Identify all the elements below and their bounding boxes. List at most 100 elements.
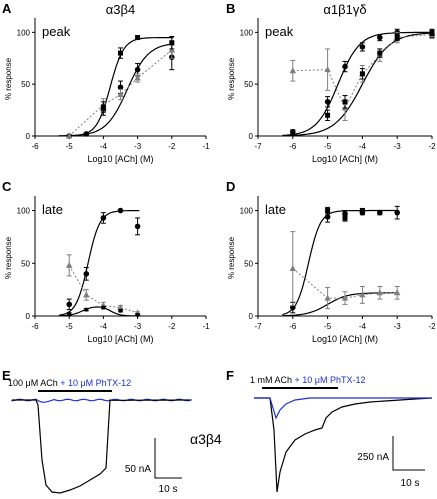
data-point [289, 265, 296, 272]
x-tick-label: -2 [428, 142, 436, 151]
panel-letter: C [2, 179, 12, 194]
panel-letter: F [226, 368, 234, 383]
y-tick-label: 0 [249, 312, 254, 321]
blue-trace [11, 398, 193, 403]
data-point [66, 261, 73, 268]
data-point [342, 215, 348, 221]
data-point [324, 66, 331, 73]
data-point [83, 131, 90, 137]
y-tick-label: 100 [17, 28, 31, 37]
x-tick-label: -6 [289, 322, 297, 331]
x-tick-label: -5 [66, 322, 74, 331]
data-point [376, 289, 383, 296]
data-point [342, 99, 348, 105]
fit-curve [58, 37, 174, 137]
y-axis-label: % response [4, 57, 13, 100]
y-tick-label: 100 [17, 207, 31, 216]
blue-trace-label: + 10 μM PhTX-12 [292, 375, 365, 385]
blue-trace [254, 397, 432, 420]
data-point [117, 91, 124, 98]
data-point [100, 215, 107, 221]
fit-curve [58, 210, 140, 316]
x-tick-label: -3 [394, 142, 402, 151]
data-point [359, 71, 365, 77]
x-tick-label: -6 [31, 142, 39, 151]
data-point [118, 308, 123, 313]
panel-letter: A [2, 1, 12, 16]
x-tick-label: -5 [324, 142, 332, 151]
x-tick-label: -4 [100, 322, 108, 331]
x-tick-label: -2 [168, 142, 176, 151]
panel-letter: E [2, 368, 11, 383]
x-axis-label: Log10 [ACh] (M) [312, 334, 378, 344]
x-tick-label: -6 [31, 322, 39, 331]
black-trace [254, 397, 433, 493]
x-tick-label: -7 [254, 142, 262, 151]
data-point [341, 294, 349, 301]
data-point [377, 34, 383, 41]
black-trace [12, 399, 190, 494]
series-line [68, 49, 173, 137]
x-tick-label: -1 [202, 142, 210, 151]
data-point [429, 29, 435, 35]
series-line [292, 268, 398, 299]
data-point [168, 46, 175, 53]
x-tick-label: -4 [359, 142, 367, 151]
y-tick-label: 0 [26, 132, 31, 141]
y-tick-label: 50 [21, 259, 30, 268]
y-tick-label: 100 [240, 207, 254, 216]
scale-amplitude-label: 250 nA [357, 452, 389, 463]
y-tick-label: 50 [244, 80, 253, 89]
data-point [117, 207, 124, 214]
x-tick-label: -7 [254, 322, 262, 331]
y-tick-label: 0 [249, 132, 254, 141]
data-point [325, 208, 331, 214]
data-point [342, 63, 348, 70]
data-point [169, 40, 175, 46]
data-point [135, 35, 141, 41]
data-point [101, 305, 106, 310]
trace-label: 100 μM ACh + 10 μM PhTX-12 [8, 378, 131, 388]
data-point [134, 74, 141, 81]
panel-letter: D [226, 179, 235, 194]
panel-f: α3β4 F 1 mM ACh + 10 μM PhTX-12 250 nA 10 s [190, 368, 433, 493]
x-tick-label: -1 [202, 322, 210, 331]
x-axis-label: Log10 [ACh] (M) [87, 154, 153, 164]
x-tick-label: -4 [100, 142, 108, 151]
data-point [84, 307, 89, 312]
x-tick-label: -3 [134, 142, 142, 151]
x-tick-label: -5 [66, 142, 74, 151]
data-point [290, 304, 296, 311]
data-point [324, 99, 331, 105]
x-tick-label: -3 [134, 322, 142, 331]
blue-trace-label: + 10 μM PhTX-12 [58, 378, 131, 388]
panel-title: α3β4 [106, 2, 135, 17]
data-point [134, 223, 141, 230]
scale-amplitude-label: 50 nA [125, 464, 151, 475]
data-point [66, 132, 73, 139]
trace-label: 1 mM ACh + 10 μM PhTX-12 [250, 375, 365, 385]
data-point [289, 67, 296, 74]
panel-letter: B [226, 1, 235, 16]
x-tick-label: -6 [289, 142, 297, 151]
data-point [117, 304, 124, 311]
data-point [83, 271, 90, 277]
scale-time-label: 10 s [159, 484, 178, 495]
condition-label: late [42, 202, 63, 217]
data-point [325, 112, 331, 118]
data-point [66, 301, 72, 308]
fit-curve [58, 306, 140, 317]
data-point [324, 294, 331, 301]
y-axis-label: % response [227, 57, 236, 100]
data-point [117, 84, 124, 91]
y-tick-label: 50 [244, 259, 253, 268]
receptor-label: α3β4 [190, 431, 222, 447]
black-trace-label: 100 μM ACh [8, 378, 58, 388]
fit-curve [58, 43, 174, 137]
data-point [394, 289, 401, 296]
data-point [100, 104, 106, 110]
